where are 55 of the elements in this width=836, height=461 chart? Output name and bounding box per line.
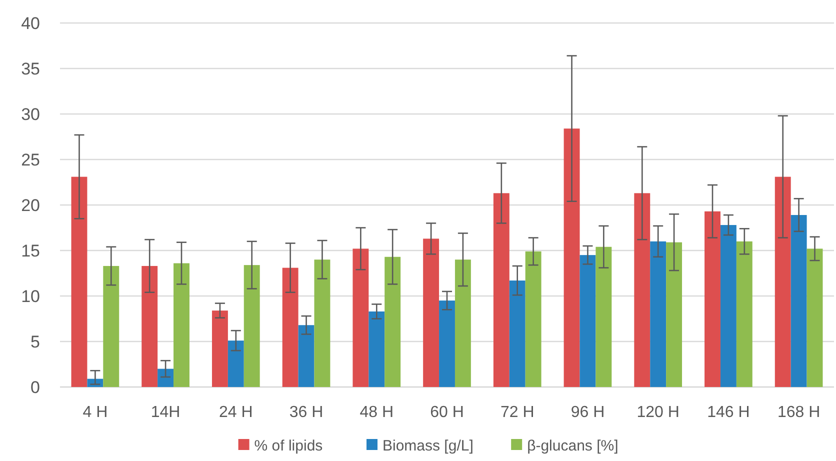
x-tick-label: 36 H	[289, 404, 324, 421]
y-tick-label: 25	[21, 150, 40, 170]
bar	[564, 128, 580, 387]
bar	[720, 225, 736, 387]
bar	[806, 248, 823, 387]
bar	[439, 300, 455, 387]
bar	[314, 260, 330, 387]
x-tick-label: 96 H	[570, 404, 605, 421]
x-tick-label: 14H	[150, 404, 180, 421]
bar	[142, 266, 158, 387]
bar	[774, 176, 791, 387]
bar	[212, 310, 228, 387]
bar	[580, 255, 596, 387]
y-tick-label: 0	[30, 378, 40, 397]
x-tick-label: 120 H	[636, 404, 680, 421]
y-tick-label: 10	[21, 286, 40, 306]
bar	[244, 265, 260, 387]
bar	[174, 263, 190, 387]
bar	[650, 241, 666, 387]
bar	[509, 280, 526, 387]
y-tick-label: 15	[21, 241, 40, 260]
bar	[352, 248, 369, 387]
bar	[704, 211, 720, 387]
x-tick-label: 24 H	[219, 404, 253, 421]
y-tick-label: 35	[21, 59, 40, 78]
x-tick-label: 4 H	[82, 404, 108, 421]
bar	[103, 266, 120, 387]
legend-label: β-glucans [%]	[527, 437, 618, 454]
bar	[71, 176, 88, 387]
bar	[790, 215, 807, 387]
bar	[228, 340, 244, 387]
bar	[736, 241, 752, 387]
legend-label: % of lipids	[254, 437, 323, 454]
bar	[493, 193, 510, 387]
y-tick-label: 20	[21, 196, 40, 215]
y-tick-label: 5	[30, 332, 40, 352]
legend-label: Biomass [g/L]	[382, 437, 474, 454]
x-tick-label: 146 H	[707, 404, 750, 421]
bar	[423, 238, 440, 387]
bar	[384, 256, 401, 387]
bar	[666, 242, 682, 387]
x-tick-label: 168 H	[777, 404, 820, 421]
y-tick-label: 30	[21, 104, 40, 124]
bar	[596, 246, 612, 387]
x-tick-label: 48 H	[360, 404, 394, 421]
bar	[282, 268, 298, 387]
bar	[158, 368, 174, 387]
y-tick-label: 40	[21, 14, 40, 33]
x-tick-label: 72 H	[500, 404, 534, 421]
bar	[368, 311, 385, 387]
bar	[298, 325, 314, 387]
x-tick-label: 60 H	[430, 404, 464, 421]
bar	[525, 251, 542, 387]
bar	[454, 260, 471, 387]
bar	[634, 193, 650, 387]
